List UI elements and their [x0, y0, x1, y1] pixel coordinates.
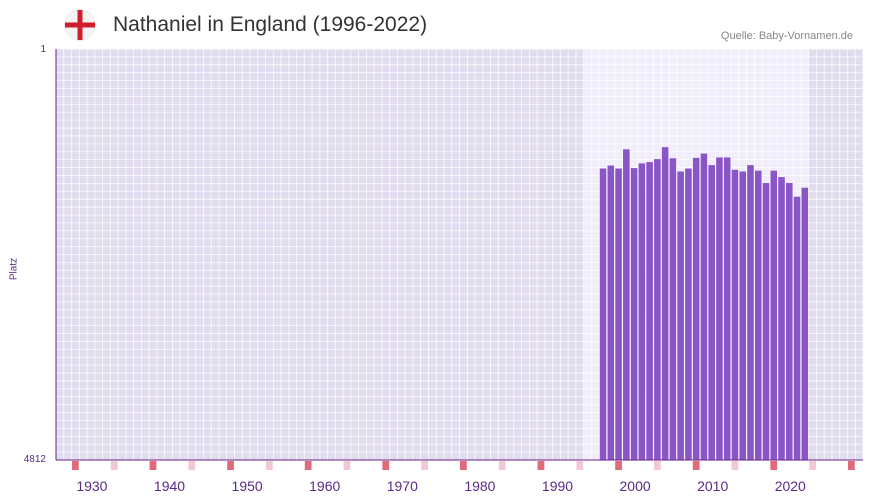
x-tick-label-1990: 1990 — [542, 478, 573, 494]
bar-1998 — [615, 168, 622, 460]
bar-2008 — [692, 157, 700, 460]
bar-2005 — [669, 158, 677, 460]
bar-2021 — [793, 196, 801, 460]
half-decade-marker-1933 — [110, 461, 118, 470]
bar-2011 — [716, 157, 723, 461]
half-decade-marker-1973 — [421, 461, 428, 470]
bar-2003 — [654, 159, 661, 460]
bar-1997 — [607, 165, 615, 461]
half-decade-marker-2013 — [731, 461, 739, 470]
half-decade-marker-2003 — [653, 461, 661, 470]
bar-2007 — [685, 168, 692, 460]
bar-2016 — [754, 170, 762, 460]
half-decade-marker-1953 — [266, 461, 273, 470]
x-tick-label-1960: 1960 — [309, 478, 340, 494]
x-tick-label-2010: 2010 — [697, 478, 728, 494]
source-credit[interactable]: Quelle: Baby-Vornamen.de — [720, 30, 853, 42]
bar-2015 — [747, 165, 754, 460]
decade-marker-1998 — [615, 461, 622, 470]
bar-2002 — [646, 162, 653, 461]
bar-2019 — [778, 177, 785, 460]
bar-2022 — [801, 187, 809, 460]
bar-2012 — [723, 157, 731, 461]
half-decade-marker-1943 — [188, 461, 196, 470]
bar-2020 — [786, 183, 793, 460]
bar-1996 — [599, 168, 607, 460]
y-tick-top: 1 — [40, 44, 46, 55]
x-tick-label-2000: 2000 — [620, 478, 651, 494]
decade-marker-2018 — [770, 461, 778, 470]
decade-marker-2008 — [692, 461, 700, 470]
decade-marker-1948 — [227, 461, 234, 470]
x-tick-label-1950: 1950 — [232, 478, 263, 494]
decade-marker-1988 — [537, 461, 545, 470]
bar-2014 — [739, 171, 747, 461]
bar-2009 — [700, 153, 708, 460]
x-tick-label-1980: 1980 — [464, 478, 495, 494]
bar-2010 — [708, 165, 715, 460]
x-tick-label-2020: 2020 — [775, 478, 806, 494]
decade-marker-1958 — [304, 461, 312, 470]
chart-title: Nathaniel in England (1996-2022) — [113, 13, 428, 36]
x-tick-label-1940: 1940 — [154, 478, 185, 494]
half-decade-marker-2023 — [809, 461, 816, 470]
bar-2018 — [770, 170, 778, 460]
england-flag-icon — [64, 9, 96, 41]
bar-2017 — [762, 183, 770, 460]
bar-2001 — [638, 163, 646, 461]
bar-2013 — [731, 169, 739, 460]
decade-marker-1928 — [72, 461, 79, 470]
x-tick-label-1970: 1970 — [387, 478, 418, 494]
decade-marker-1978 — [460, 461, 467, 470]
bar-2000 — [630, 168, 638, 461]
decade-marker-1938 — [149, 461, 157, 470]
half-decade-marker-1993 — [576, 461, 584, 470]
bar-1999 — [623, 149, 630, 460]
x-tick-label-1930: 1930 — [76, 478, 107, 494]
bar-2004 — [661, 147, 669, 460]
half-decade-marker-1983 — [498, 461, 506, 470]
decade-marker-2028 — [847, 461, 855, 470]
bar-2006 — [677, 171, 684, 461]
half-decade-marker-1963 — [343, 461, 351, 470]
y-tick-bottom: 4812 — [23, 454, 46, 465]
decade-marker-1968 — [382, 461, 390, 470]
